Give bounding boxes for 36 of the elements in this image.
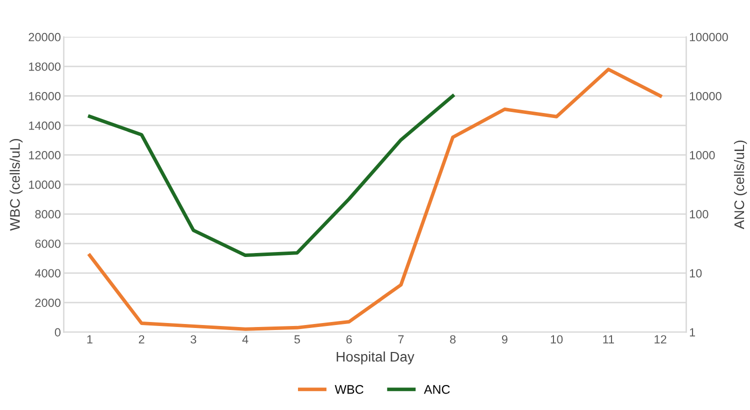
x-tick-label: 7 [398,335,404,344]
y2-axis-title: ANC (cells/uL) [734,140,747,230]
x-tick-label: 11 [603,335,614,344]
y-tick-label: 18000 [29,62,61,71]
y-tick-label: 4000 [34,269,61,278]
line-series [88,68,662,331]
y-tick-label: 14000 [29,121,61,130]
y2-tick-label: 1000 [690,151,715,160]
y-tick-label: 16000 [29,92,61,100]
x-tick-label: 10 [550,335,563,344]
y2-tick-label: 10 [690,269,702,278]
y-tick-label: 0 [54,328,61,336]
y2-tick-label: 1 [690,328,696,336]
y2-tick-label: 100 [690,210,708,218]
legend-label: ANC [424,385,450,394]
y-tick-label: 8000 [35,210,61,218]
x-tick-label: 12 [654,335,666,344]
x-tick-label: 2 [138,335,144,344]
y-axis-title: WBC (cells/uL) [10,139,23,231]
x-axis-title: Hospital Day [336,351,414,364]
y-tick-label: 2000 [35,298,61,307]
y-tick-label: 6000 [35,240,61,248]
y-tick-label: 20000 [28,32,61,42]
x-tick-label: 9 [502,335,508,344]
y2-tick-label: 100000 [690,32,728,42]
x-tick-label: 8 [450,335,456,344]
y-tick-label: 10000 [29,180,61,189]
legend-label: WBC [334,385,364,394]
x-tick-label: 4 [242,335,248,344]
x-tick-label: 1 [87,335,92,344]
x-tick-label: 6 [346,335,352,344]
y2-tick-label: 10000 [690,92,722,100]
x-tick-label: 3 [190,335,196,344]
x-tick-label: 5 [294,335,300,344]
line-series [88,94,455,258]
y-tick-label: 12000 [29,151,61,160]
